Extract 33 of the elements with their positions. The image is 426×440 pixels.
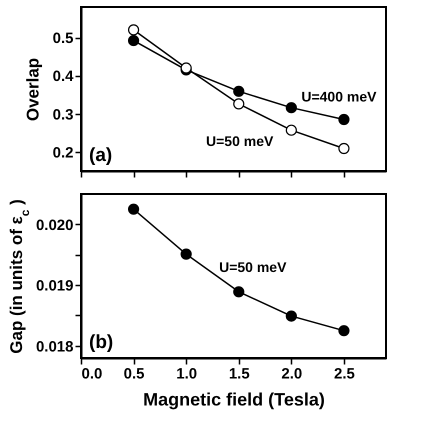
x-tick-label: 0.5 [124, 366, 145, 382]
y-axis-title: Overlap [24, 58, 43, 122]
point [338, 325, 350, 336]
x-axis-title: Magnetic field (Tesla) [143, 390, 325, 410]
y-tick-label: 0.5 [52, 30, 74, 48]
x-tick-label: 1.5 [228, 366, 250, 382]
series-label: U=400 meV [301, 88, 378, 105]
point [286, 102, 297, 114]
point [128, 24, 140, 36]
x-tick-label: 2.5 [334, 366, 355, 382]
y-tick-label: 0.2 [52, 144, 74, 162]
point [233, 98, 244, 110]
y-tick-label: 0.4 [52, 68, 74, 86]
y-tick-label: 0.019 [36, 278, 74, 295]
x-tick-label: 1.0 [176, 366, 198, 382]
point [180, 248, 192, 260]
y-tick-label: 0.020 [36, 216, 74, 234]
point [128, 204, 140, 215]
x-tick-label: 0.0 [82, 366, 102, 382]
point [338, 114, 350, 126]
y-tick-label: 0.3 [52, 106, 74, 124]
point [233, 286, 244, 298]
point [128, 34, 140, 46]
series-label: U=50 meV [206, 133, 274, 150]
annotation: (a) [89, 145, 112, 166]
x-tick-label: 2.0 [281, 366, 302, 382]
point [338, 142, 350, 154]
series-label: U=50 meV [219, 258, 288, 275]
point [233, 86, 244, 97]
y-tick-label: 0.018 [36, 338, 74, 356]
point [286, 310, 297, 322]
annotation: (b) [89, 332, 114, 353]
point [286, 124, 297, 136]
